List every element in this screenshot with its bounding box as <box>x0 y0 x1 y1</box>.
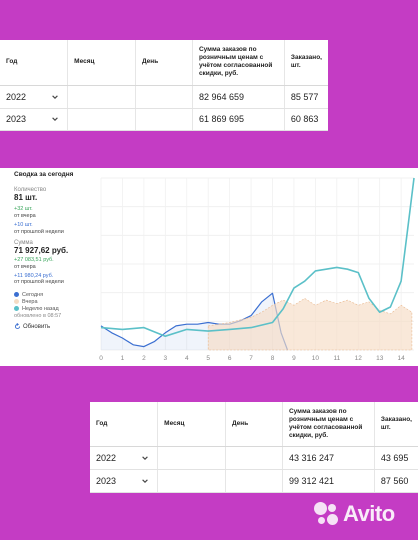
year-cell: 2023 <box>6 114 27 124</box>
table-row: 2022 43 316 247 43 695 <box>90 446 418 470</box>
legend-today[interactable]: Сегодня <box>14 292 98 298</box>
qty-delta-week: +10 шт. <box>14 222 33 229</box>
sum-delta-week: +11 980,24 руб. <box>14 272 54 279</box>
legend-week-ago[interactable]: Неделю назад <box>14 306 98 312</box>
sum-delta-day-note: от вчера <box>14 263 36 270</box>
col-day: День <box>225 402 283 447</box>
qty-cell: 85 577 <box>284 85 328 109</box>
x-tick-label: 6 <box>228 355 232 362</box>
col-qty: Заказано, шт. <box>374 402 418 447</box>
month-cell <box>67 85 136 109</box>
x-tick-label: 12 <box>355 355 363 362</box>
x-tick-label: 4 <box>185 355 189 362</box>
series-yesterday-area <box>207 298 413 351</box>
orders-table-bottom: Год Месяц День Сумма заказов по розничны… <box>90 402 418 493</box>
x-tick-label: 14 <box>398 355 406 362</box>
x-tick-label: 2 <box>142 355 146 362</box>
year-cell: 2022 <box>96 452 117 463</box>
qty-delta-day-note: от вчера <box>14 212 36 219</box>
col-sum: Сумма заказов по розничным ценам с учёто… <box>282 402 375 447</box>
x-tick-label: 0 <box>99 355 103 362</box>
chevron-down-icon[interactable] <box>139 475 151 487</box>
series-today-line <box>100 292 289 351</box>
top-table-panel: Год Месяц День Сумма заказов по розничны… <box>0 40 328 131</box>
day-cell <box>135 85 193 109</box>
day-cell <box>135 108 193 131</box>
table-row: 2022 82 964 659 85 577 <box>0 85 328 109</box>
x-tick-label: 10 <box>312 355 320 362</box>
x-tick-label: 8 <box>271 355 275 362</box>
col-year: Год <box>90 402 159 447</box>
day-cell <box>225 469 283 493</box>
sum-label: Сумма <box>14 240 33 247</box>
legend-yesterday[interactable]: Вчера <box>14 299 98 305</box>
qty-cell: 60 863 <box>284 108 328 131</box>
col-year: Год <box>0 40 69 86</box>
watermark: Avito <box>312 500 395 528</box>
orders-chart: 0 1 2 3 4 5 6 7 8 9 10 11 12 13 14 <box>99 177 415 362</box>
legend-yesterday-dot <box>14 299 19 305</box>
table-row: 2023 61 869 695 60 863 <box>0 108 328 131</box>
qty-delta-day: +32 шт. <box>14 206 33 212</box>
chevron-down-icon[interactable] <box>49 113 61 125</box>
legend-today-dot <box>14 292 19 298</box>
day-cell <box>225 446 283 470</box>
month-cell <box>157 469 226 493</box>
month-cell <box>157 446 226 470</box>
x-tick-label: 13 <box>376 355 384 362</box>
sum-delta-day: +27 083,51 руб. <box>14 257 54 264</box>
sum-cell: 82 964 659 <box>192 85 285 109</box>
refresh-button[interactable]: Обновить <box>14 323 98 330</box>
x-tick-label: 7 <box>249 355 253 362</box>
qty-cell: 87 560 <box>374 469 418 493</box>
updated-time: обновлено в 08:57 <box>14 312 62 319</box>
qty-delta-week-note: от прошлой недели <box>14 228 64 235</box>
orders-table-top: Год Месяц День Сумма заказов по розничны… <box>0 40 328 131</box>
qty-value: 81 шт. <box>14 193 38 202</box>
widget-title: Сводка за сегодня <box>14 171 74 178</box>
x-tick-label: 5 <box>206 355 210 362</box>
table-row: 2023 99 312 421 87 560 <box>90 469 418 493</box>
col-qty: Заказано, шт. <box>284 40 328 86</box>
avito-logo-icon <box>312 500 340 528</box>
col-month: Месяц <box>67 40 136 86</box>
summary-widget: Сводка за сегодня Количество 81 шт. +32 … <box>0 168 418 366</box>
x-tick-label: 1 <box>121 355 125 362</box>
month-cell <box>67 108 136 131</box>
chevron-down-icon[interactable] <box>139 452 151 464</box>
chevron-down-icon[interactable] <box>49 91 61 103</box>
year-cell: 2022 <box>6 91 27 102</box>
x-tick-label: 11 <box>333 355 340 362</box>
summary-sidebar: Сводка за сегодня Количество 81 шт. +32 … <box>14 171 98 330</box>
x-tick-label: 9 <box>292 355 296 362</box>
sum-cell: 43 316 247 <box>282 446 375 470</box>
sum-cell: 61 869 695 <box>192 108 285 131</box>
col-day: День <box>135 40 193 86</box>
qty-label: Количество <box>14 187 47 193</box>
refresh-icon <box>14 323 21 330</box>
col-month: Месяц <box>157 402 226 447</box>
col-sum: Сумма заказов по розничным ценам с учёто… <box>192 40 285 86</box>
sum-delta-week-note: от прошлой недели <box>14 279 64 286</box>
year-cell: 2023 <box>96 475 117 486</box>
qty-cell: 43 695 <box>374 446 418 470</box>
sum-value: 71 927,62 руб. <box>14 246 69 256</box>
x-tick-label: 3 <box>164 355 168 362</box>
legend-week-ago-dot <box>14 306 19 312</box>
watermark-text: Avito <box>343 501 395 526</box>
sum-cell: 99 312 421 <box>282 469 375 493</box>
bottom-table-panel: Год Месяц День Сумма заказов по розничны… <box>90 402 418 493</box>
series-week_ago-line <box>100 177 415 337</box>
